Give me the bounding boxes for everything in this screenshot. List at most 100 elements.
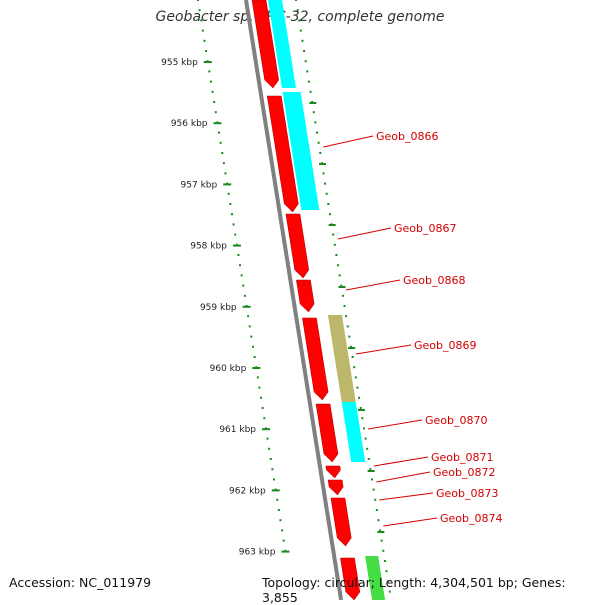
track-dot xyxy=(361,417,364,420)
track-dot xyxy=(341,294,344,297)
scale-dot xyxy=(226,182,229,185)
scale-dot xyxy=(266,437,269,440)
scale-dot xyxy=(284,549,287,552)
track-dot xyxy=(317,141,320,144)
track-dot xyxy=(379,529,382,532)
scale-dot xyxy=(281,529,284,532)
track-dot xyxy=(380,539,383,542)
scale-dot xyxy=(208,70,211,73)
scale-dot xyxy=(198,9,201,12)
track-dot xyxy=(377,519,380,522)
track-dot xyxy=(367,458,370,460)
track-dot xyxy=(307,80,310,83)
track-dot xyxy=(324,182,327,185)
scale-dot xyxy=(232,223,235,226)
scale-dot xyxy=(251,345,254,348)
track-dot xyxy=(385,570,388,573)
track-dot xyxy=(383,560,386,562)
label-leader-line xyxy=(373,456,429,467)
tick-label: 957 kbp xyxy=(181,180,218,190)
scale-dot xyxy=(248,325,251,328)
scale-ticks: 955 kbp 956 kbp 957 kbp 958 kbp 959 kbp 960 k… xyxy=(161,0,290,558)
gene-features xyxy=(251,0,386,600)
track-dot xyxy=(374,498,377,501)
label-leader-line xyxy=(376,471,431,483)
scale-dot xyxy=(253,356,256,358)
scale-dot xyxy=(258,386,261,389)
track-dot xyxy=(327,203,330,205)
scale-dot xyxy=(218,131,221,134)
gene-arrow xyxy=(266,95,299,213)
tick-label: 955 kbp xyxy=(161,58,198,68)
scale-dot xyxy=(239,264,242,267)
track-dot xyxy=(351,356,354,358)
scale-dot xyxy=(264,427,267,430)
label-leader-line xyxy=(367,419,423,430)
track-dot xyxy=(298,19,301,22)
label-leader-line xyxy=(383,517,438,527)
tick-label: 963 kbp xyxy=(239,548,276,558)
track-dot xyxy=(353,366,356,369)
track-dot xyxy=(370,478,373,481)
scale-dot xyxy=(276,498,279,501)
track-dot xyxy=(312,111,315,114)
gene-label: Geob_0869 xyxy=(414,339,477,352)
track-dot xyxy=(345,315,348,318)
track-dot xyxy=(301,39,304,42)
scale-dot xyxy=(269,458,272,460)
scale-dot xyxy=(216,121,219,124)
track-dot xyxy=(295,0,297,1)
scale-dot xyxy=(255,366,258,369)
scale-dot xyxy=(222,162,225,165)
tick-label: 956 kbp xyxy=(171,119,208,129)
label-leader-line xyxy=(356,344,412,355)
gene-arrow xyxy=(302,317,329,401)
track-dot xyxy=(338,274,341,277)
track-dot xyxy=(362,427,365,430)
track-dot xyxy=(364,437,367,440)
gene-label: Geob_0868 xyxy=(403,274,466,287)
scale-dot xyxy=(272,478,275,481)
track-dot xyxy=(343,305,346,307)
scale-dot xyxy=(277,509,280,511)
track-dot xyxy=(349,345,352,348)
label-leader-line xyxy=(337,227,392,240)
track-dot xyxy=(316,131,319,134)
gene-arrow xyxy=(340,557,361,600)
scale-dot xyxy=(209,80,212,83)
gene-block-cyan xyxy=(268,0,296,88)
gene-arrow xyxy=(285,213,310,279)
scale-dot xyxy=(201,29,204,32)
scale-dot xyxy=(256,376,259,379)
backbone xyxy=(244,0,344,600)
scale-dot xyxy=(214,111,217,114)
scale-dot xyxy=(197,0,199,1)
scale-dot xyxy=(211,90,214,93)
gene-label: Geob_0867 xyxy=(394,222,457,235)
scale-dot xyxy=(245,305,248,307)
track-dot xyxy=(356,386,359,389)
gene-arrow xyxy=(315,403,339,463)
accession-text: Accession: NC_011979 xyxy=(9,575,152,590)
gene-block-cyan xyxy=(282,92,320,210)
gene-arrow xyxy=(296,279,315,313)
scale-dot xyxy=(219,141,222,144)
backbone-line xyxy=(244,0,344,600)
scale-dot xyxy=(260,396,263,399)
track-dot xyxy=(340,284,343,287)
scale-dot xyxy=(237,254,240,256)
track-dot xyxy=(354,376,357,379)
scale-dot xyxy=(279,519,282,522)
scale-dot xyxy=(274,488,277,491)
scale-dot xyxy=(200,19,203,22)
track-dot xyxy=(314,121,317,124)
track-dot xyxy=(333,243,336,246)
gene-label: Geob_0866 xyxy=(376,130,439,143)
scale-dot xyxy=(242,284,245,287)
gene-block-khaki xyxy=(327,315,356,402)
gene-label: Geob_0873 xyxy=(436,487,499,500)
scale-dot xyxy=(263,417,266,420)
track-dot xyxy=(337,264,340,267)
tick-label: 958 kbp xyxy=(190,242,227,252)
scale-dot xyxy=(227,192,230,195)
